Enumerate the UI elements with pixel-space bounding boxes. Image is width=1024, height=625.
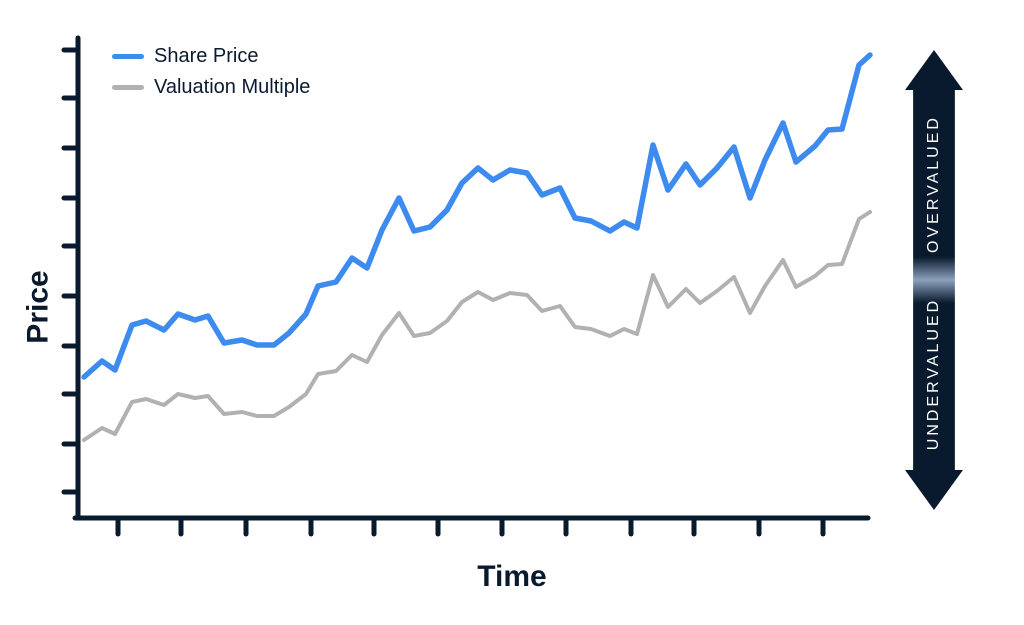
arrow-label-undervalued: UNDERVALUED [925,274,943,474]
legend: Share Price Valuation Multiple [112,45,310,107]
legend-item-share-price: Share Price [112,45,310,68]
legend-swatch-valuation-multiple [112,85,144,90]
legend-label-share-price: Share Price [154,45,259,68]
arrow-label-overvalued: OVERVALUED [925,84,943,284]
legend-swatch-share-price [112,54,144,59]
chart-container: Share Price Valuation Multiple Price Tim… [0,0,1024,625]
legend-label-valuation-multiple: Valuation Multiple [154,76,310,99]
legend-item-valuation-multiple: Valuation Multiple [112,76,310,99]
x-axis-label: Time [0,560,1024,594]
y-axis-label: Price [22,270,56,343]
